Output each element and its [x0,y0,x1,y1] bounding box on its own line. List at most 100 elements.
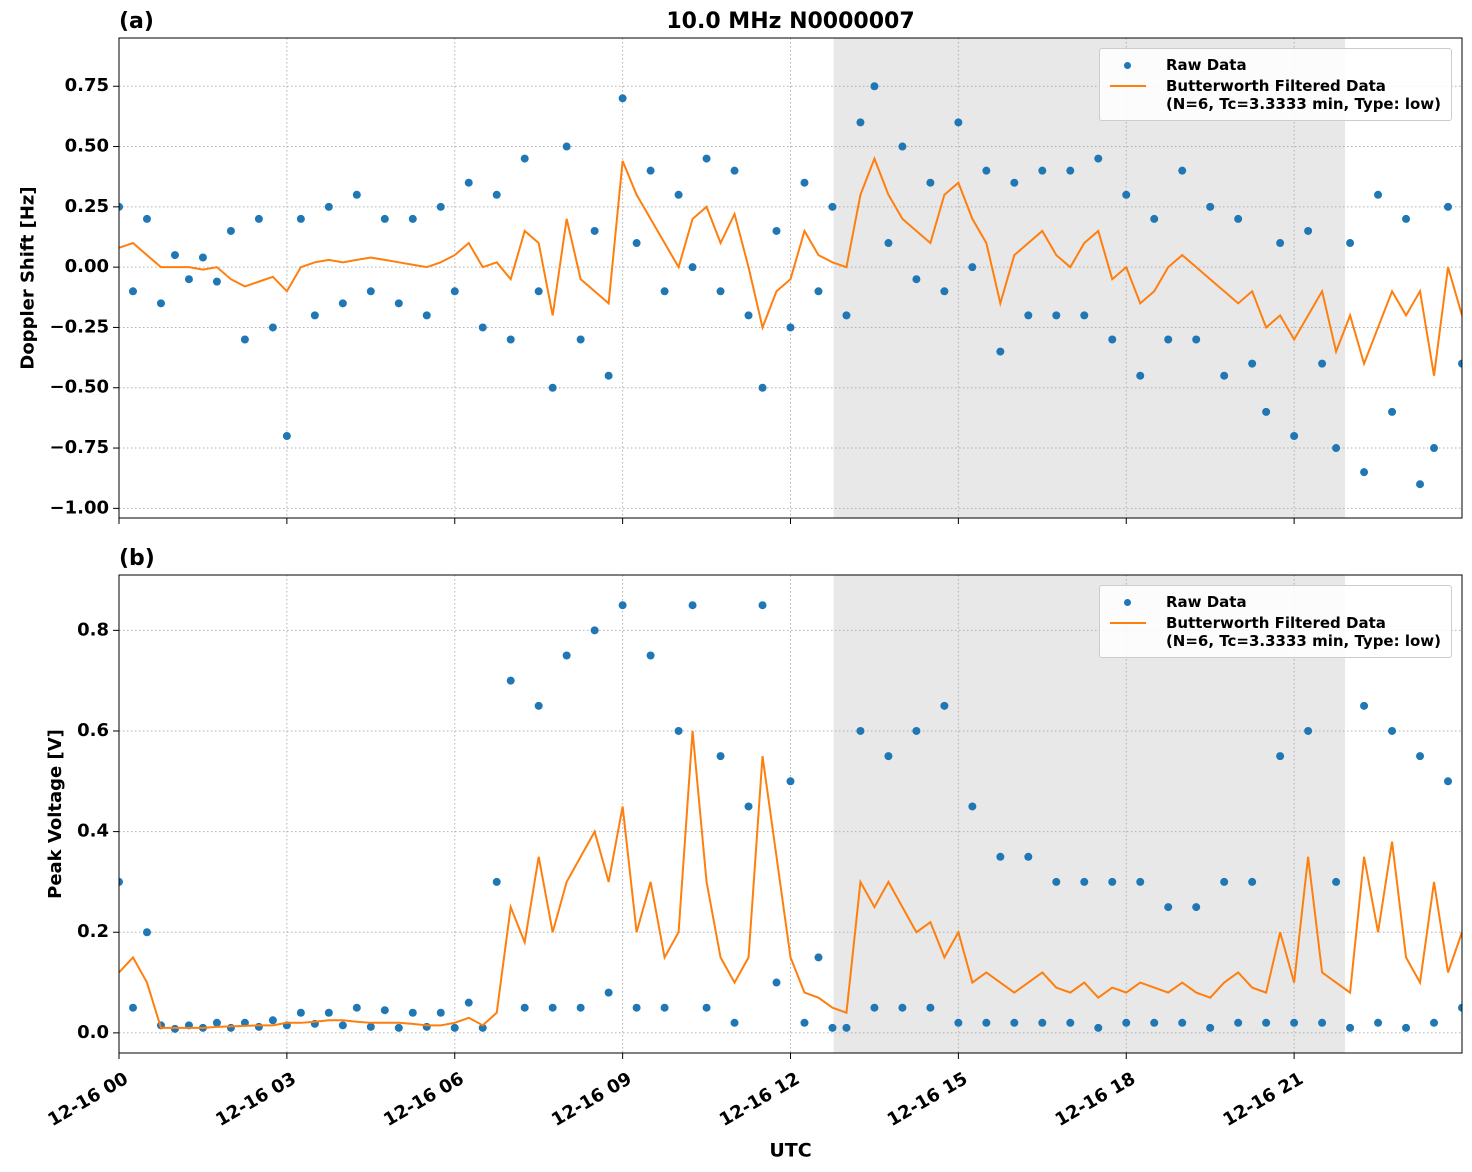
raw-point [730,1018,739,1027]
raw-point [1430,444,1439,453]
raw-point [1038,166,1047,175]
raw-point [1038,1018,1047,1027]
y-tick-label: 0.75 [65,75,109,96]
y-tick-label: −0.25 [50,316,110,337]
raw-point [170,1024,179,1033]
raw-point [296,214,305,223]
legend-entry: Butterworth Filtered Data (N=6, Tc=3.333… [1108,614,1441,650]
raw-point [119,202,123,211]
raw-point [1080,877,1089,886]
raw-point [674,726,683,735]
raw-point [576,1003,585,1012]
raw-point [674,190,683,199]
raw-point [198,253,207,262]
raw-point [380,214,389,223]
raw-point [940,701,949,710]
raw-point [436,1008,445,1017]
raw-point [1066,1018,1075,1027]
x-tick-label: 12-16 15 [884,1068,971,1131]
raw-point [1318,1018,1327,1027]
raw-point [632,1003,641,1012]
raw-point [142,214,151,223]
raw-point [786,323,795,332]
y-tick-label: 0.0 [77,1022,109,1043]
raw-point [450,287,459,296]
legend-entry: Raw Data [1108,56,1441,74]
raw-point [1360,701,1369,710]
raw-point [604,371,613,380]
raw-point [716,287,725,296]
raw-point [1388,407,1397,416]
raw-point [366,1022,375,1031]
raw-point [954,1018,963,1027]
raw-point [1094,154,1103,163]
raw-point [324,1008,333,1017]
raw-point [1108,335,1117,344]
raw-point [1346,239,1355,248]
y-tick-label: 0.2 [77,921,109,942]
raw-point [464,998,473,1007]
raw-point [142,928,151,937]
raw-point [1234,214,1243,223]
raw-point [786,777,795,786]
raw-point [492,190,501,199]
raw-point [814,287,823,296]
raw-point [856,726,865,735]
raw-point [618,94,627,103]
raw-point [1290,1018,1299,1027]
raw-point [940,287,949,296]
raw-point [1010,178,1019,187]
raw-point [1052,311,1061,320]
raw-point [520,154,529,163]
raw-point [1402,214,1411,223]
raw-point [310,311,319,320]
raw-point [772,226,781,235]
x-tick-label: 12-16 21 [1220,1068,1307,1131]
raw-point [394,299,403,308]
raw-point [1374,190,1383,199]
raw-point [926,1003,935,1012]
raw-point [1290,431,1299,440]
raw-point [982,166,991,175]
raw-point [604,988,613,997]
raw-point [1444,777,1453,786]
raw-point [884,239,893,248]
raw-point [632,239,641,248]
x-tick-label: 12-16 12 [716,1068,803,1131]
raw-point [338,1021,347,1030]
raw-point [1458,359,1462,368]
raw-point [408,214,417,223]
raw-point [128,1003,137,1012]
raw-point [562,142,571,151]
raw-point [898,142,907,151]
raw-point [534,701,543,710]
raw-point [688,601,697,610]
raw-point [1122,1018,1131,1027]
raw-point [702,1003,711,1012]
raw-point [1332,877,1341,886]
raw-point [1248,359,1257,368]
raw-point [464,178,473,187]
raw-point [1388,726,1397,735]
raw-point [240,335,249,344]
raw-point [1374,1018,1383,1027]
raw-point [1416,480,1425,489]
raw-point [646,651,655,660]
y-tick-label: 0.8 [77,619,109,640]
raw-point [856,118,865,127]
legend-key [1108,593,1148,611]
raw-point [1262,407,1271,416]
raw-point [730,166,739,175]
raw-point [800,178,809,187]
raw-point [478,323,487,332]
raw-point [1234,1018,1243,1027]
raw-point [1052,877,1061,886]
y-tick-label: 0.25 [65,196,109,217]
raw-point [1346,1023,1355,1032]
raw-point [1150,1018,1159,1027]
raw-point [842,1023,851,1032]
legend-swatch [1109,622,1146,624]
raw-point [1416,752,1425,761]
raw-point [1066,166,1075,175]
